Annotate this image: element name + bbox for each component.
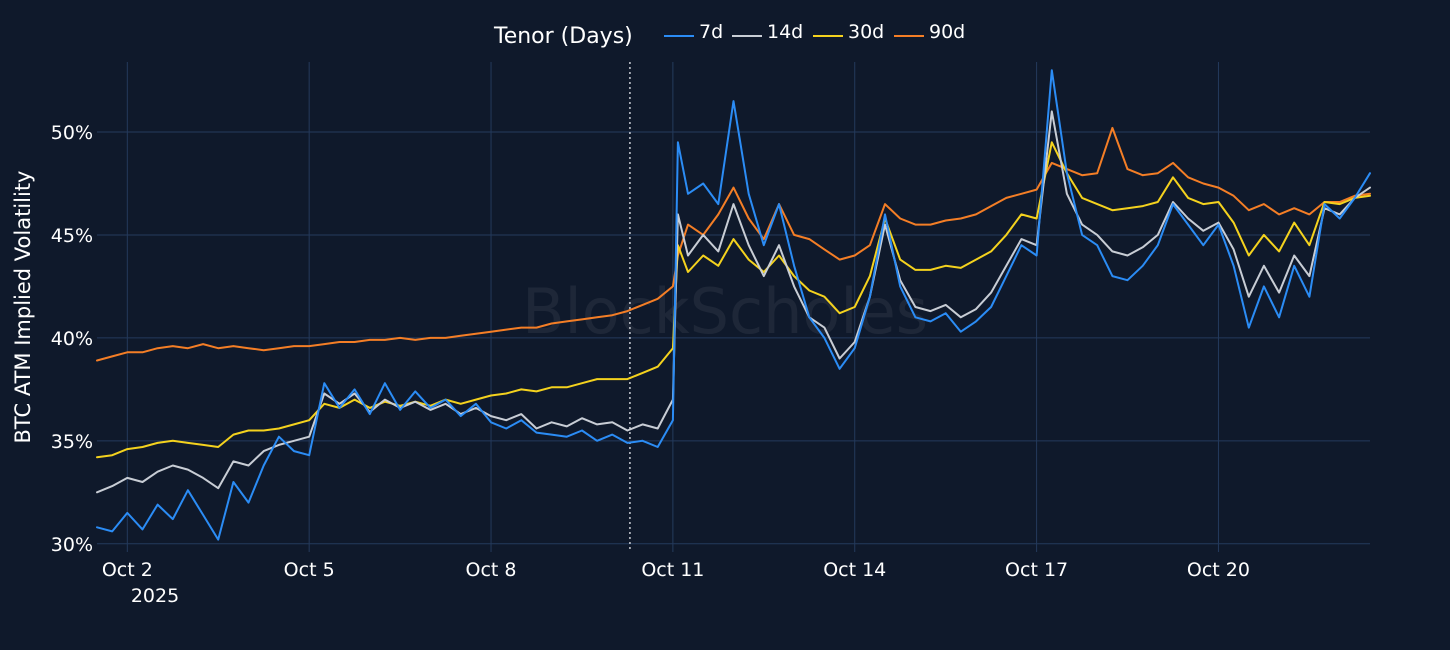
- legend-title: Tenor (Days): [493, 24, 633, 49]
- x-axis-year-label: 2025: [131, 585, 179, 607]
- x-tick-label: Oct 8: [466, 559, 517, 581]
- series-line-7d: [96, 69, 1371, 541]
- legend-label-30d: 30d: [848, 21, 884, 43]
- x-tick-label: Oct 2: [102, 559, 153, 581]
- x-axis-ticks: Oct 2 Oct 5 Oct 8 Oct 11 Oct 14 Oct 17 Oct 20: [102, 559, 1250, 581]
- legend: Tenor (Days) 7d 14d 30d 90d: [493, 21, 965, 49]
- legend-label-14d: 14d: [767, 21, 803, 43]
- legend-label-7d: 7d: [699, 21, 723, 43]
- series-line-14d: [96, 110, 1371, 494]
- y-tick-label: 30%: [51, 534, 93, 556]
- series-line-90d: [96, 126, 1371, 362]
- x-tick-label: Oct 17: [1005, 559, 1068, 581]
- series-line-30d: [96, 141, 1371, 459]
- y-tick-label: 35%: [51, 431, 93, 453]
- x-tick-label: Oct 14: [823, 559, 886, 581]
- y-axis-title: BTC ATM Implied Volatility: [11, 171, 35, 444]
- watermark-text: BlockScholes: [522, 275, 928, 348]
- x-tick-label: Oct 20: [1187, 559, 1250, 581]
- series-lines: [96, 69, 1371, 541]
- y-axis-ticks: 30% 35% 40% 45% 50%: [51, 122, 93, 556]
- legend-label-90d: 90d: [929, 21, 965, 43]
- y-tick-label: 50%: [51, 122, 93, 144]
- y-tick-label: 40%: [51, 328, 93, 350]
- x-tick-label: Oct 5: [284, 559, 335, 581]
- x-tick-label: Oct 11: [641, 559, 704, 581]
- y-tick-label: 45%: [51, 225, 93, 247]
